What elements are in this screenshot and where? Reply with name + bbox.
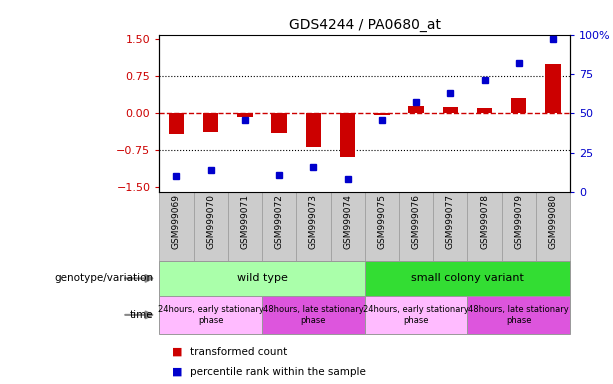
Text: ■: ■: [172, 346, 182, 357]
Bar: [511, 98, 527, 113]
Text: GSM999071: GSM999071: [240, 194, 249, 249]
Bar: [169, 113, 184, 134]
Text: wild type: wild type: [237, 273, 287, 283]
Bar: [262, 192, 296, 261]
Text: GSM999072: GSM999072: [275, 194, 284, 249]
Text: GSM999079: GSM999079: [514, 194, 524, 249]
Bar: [194, 192, 228, 261]
Text: percentile rank within the sample: percentile rank within the sample: [190, 366, 366, 377]
Bar: [433, 192, 468, 261]
Bar: [443, 107, 458, 113]
Text: 48hours, late stationary
phase: 48hours, late stationary phase: [468, 305, 569, 324]
Bar: [159, 192, 194, 261]
Bar: [374, 113, 389, 115]
Bar: [399, 192, 433, 261]
Text: GSM999076: GSM999076: [411, 194, 421, 249]
Bar: [272, 113, 287, 133]
FancyBboxPatch shape: [159, 296, 262, 334]
Text: GSM999080: GSM999080: [549, 194, 557, 249]
Text: GSM999075: GSM999075: [378, 194, 386, 249]
Bar: [306, 113, 321, 147]
Text: small colony variant: small colony variant: [411, 273, 524, 283]
Bar: [330, 192, 365, 261]
Bar: [228, 192, 262, 261]
Bar: [501, 192, 536, 261]
Title: GDS4244 / PA0680_at: GDS4244 / PA0680_at: [289, 18, 441, 32]
Bar: [408, 106, 424, 113]
FancyBboxPatch shape: [159, 261, 365, 296]
Bar: [546, 64, 561, 113]
Text: transformed count: transformed count: [190, 346, 287, 357]
Bar: [468, 192, 501, 261]
Text: genotype/variation: genotype/variation: [54, 273, 153, 283]
Text: GSM999074: GSM999074: [343, 194, 352, 249]
Bar: [477, 108, 492, 113]
Bar: [365, 192, 399, 261]
Text: 24hours, early stationary
phase: 24hours, early stationary phase: [158, 305, 264, 324]
Text: GSM999073: GSM999073: [309, 194, 318, 249]
FancyBboxPatch shape: [262, 296, 365, 334]
Text: GSM999069: GSM999069: [172, 194, 181, 249]
Text: GSM999077: GSM999077: [446, 194, 455, 249]
FancyBboxPatch shape: [365, 296, 468, 334]
Text: GSM999070: GSM999070: [206, 194, 215, 249]
Text: time: time: [129, 310, 153, 320]
Text: ■: ■: [172, 366, 182, 377]
Bar: [536, 192, 570, 261]
Text: GSM999078: GSM999078: [480, 194, 489, 249]
Bar: [203, 113, 218, 132]
Bar: [296, 192, 330, 261]
Text: 48hours, late stationary
phase: 48hours, late stationary phase: [263, 305, 364, 324]
FancyBboxPatch shape: [365, 261, 570, 296]
Bar: [237, 113, 253, 117]
Bar: [340, 113, 356, 157]
FancyBboxPatch shape: [468, 296, 570, 334]
Text: 24hours, early stationary
phase: 24hours, early stationary phase: [363, 305, 469, 324]
